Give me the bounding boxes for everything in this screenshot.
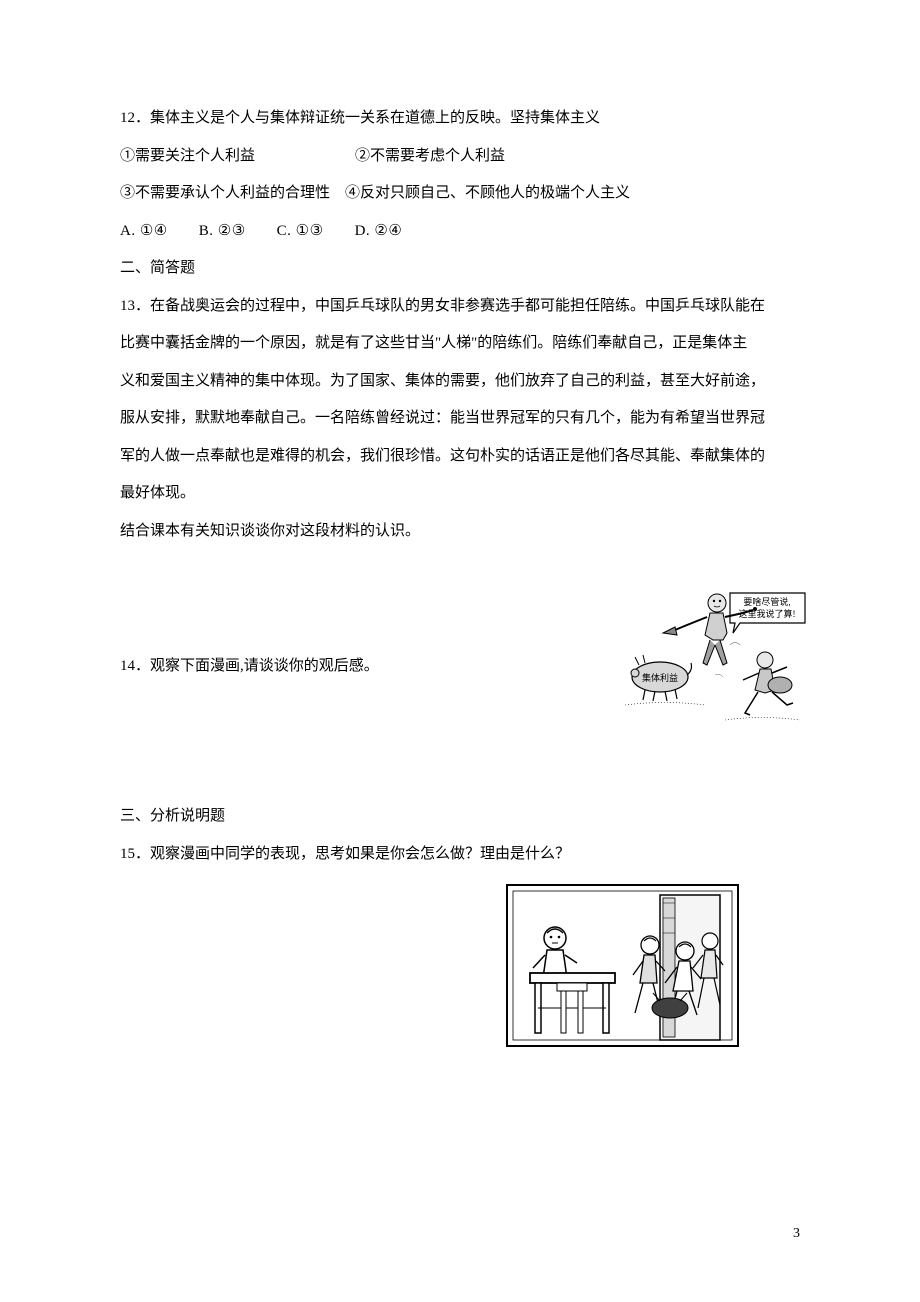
q14-cartoon: 要啥尽管说, 这里我说了算! 集体利益 [615,585,810,735]
q15-cartoon [505,883,740,1048]
q14-container: 14．观察下面漫画,请谈谈你的观后感。 要啥尽管说, 这里我说了算! 集体利益 [120,610,800,760]
speech-line1: 要啥尽管说, [743,596,790,607]
page-number: 3 [793,1226,800,1242]
q13-line4: 服从安排，默默地奉献自己。一名陪练曾经说过：能当世界冠军的只有几个，能为有希望当… [120,400,800,438]
q13-line1: 13．在备战奥运会的过程中，中国乒乓球队的男女非参赛选手都可能担任陪练。中国乒乓… [120,288,800,326]
section3-heading: 三、分析说明题 [120,798,800,836]
q12-item4: ④反对只顾自己、不顾他人的极端个人主义 [345,185,630,201]
q13-prompt: 结合课本有关知识谈谈你对这段材料的认识。 [120,513,800,551]
q12-optC: C. ①③ [277,223,324,239]
q12-items-row1: ①需要关注个人利益 ②不需要考虑个人利益 [120,138,800,176]
q13-line2: 比赛中囊括金牌的一个原因，就是有了这些甘当"人梯"的陪练们。陪练们奉献自己，正是… [120,325,800,363]
q12-item2: ②不需要考虑个人利益 [355,148,505,164]
q15-image-container [120,883,800,1053]
spacer [120,760,800,798]
q12-item3: ③不需要承认个人利益的合理性 [120,185,330,201]
q12-optD: D. ②④ [355,223,403,239]
q12-optA: A. ①④ [120,223,168,239]
q12-item1: ①需要关注个人利益 [120,148,255,164]
q12-optB: B. ②③ [199,223,246,239]
q12-items-row2: ③不需要承认个人利益的合理性 ④反对只顾自己、不顾他人的极端个人主义 [120,175,800,213]
section2-heading: 二、简答题 [120,250,800,288]
q14-text: 14．观察下面漫画,请谈谈你的观后感。 [120,648,379,686]
pig-label: 集体利益 [642,672,678,683]
q12-stem: 12．集体主义是个人与集体辩证统一关系在道德上的反映。坚持集体主义 [120,100,800,138]
speech-line2: 这里我说了算! [739,608,796,619]
q15-text: 15．观察漫画中同学的表现，思考如果是你会怎么做？理由是什么？ [120,836,800,874]
q12-options: A. ①④ B. ②③ C. ①③ D. ②④ [120,213,800,251]
q13-line5: 军的人做一点奉献也是难得的机会，我们很珍惜。这句朴实的话语正是他们各尽其能、奉献… [120,438,800,476]
q13-line3: 义和爱国主义精神的集中体现。为了国家、集体的需要，他们放弃了自己的利益，甚至大好… [120,363,800,401]
q13-line6: 最好体现。 [120,475,800,513]
